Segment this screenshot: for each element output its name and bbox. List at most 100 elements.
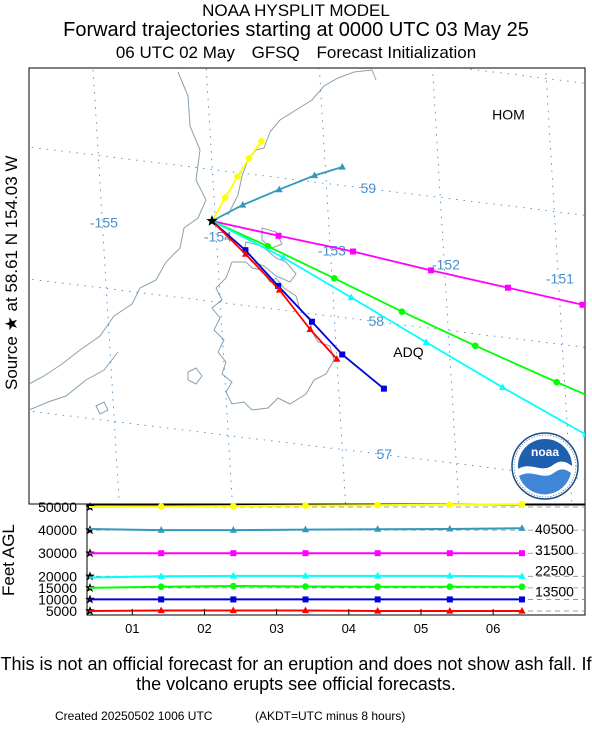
- height-point: [518, 524, 526, 531]
- trajectory-point: [279, 253, 287, 261]
- trajectory-point: [242, 250, 250, 257]
- height-point: [157, 526, 165, 533]
- trajectory-point: [308, 318, 315, 325]
- height-point: [158, 596, 165, 603]
- y-tick-label: 30000: [38, 545, 77, 561]
- y-tick-label: 10000: [38, 591, 77, 607]
- trajectory-point: [471, 342, 479, 350]
- y-axis-label: Feet AGL: [0, 524, 18, 596]
- x-tick-label: 06: [486, 621, 500, 636]
- height-series: [88, 500, 526, 614]
- right-height-labels: 40500 31500 22500 13500: [535, 521, 574, 599]
- height-point: [374, 571, 382, 579]
- trajectory-point: [333, 355, 341, 362]
- height-point: [374, 596, 381, 603]
- right-height-label: 31500: [535, 542, 574, 558]
- height-point: [230, 550, 237, 557]
- trajectory-point: [350, 248, 357, 255]
- height-point: [230, 582, 237, 590]
- height-point: [518, 583, 526, 591]
- latitude-label: 57: [377, 446, 393, 462]
- place-label: ADQ: [393, 344, 423, 360]
- right-height-label: 22500: [535, 563, 574, 579]
- y-tick-label: 50000: [38, 499, 77, 515]
- height-point: [229, 526, 237, 533]
- y-tick-label: 20000: [38, 568, 77, 584]
- source-label: Source ★ at 58.61 N 154.03 W: [2, 156, 21, 390]
- chart-subtitle: Forward trajectories starting at 0000 UT…: [63, 19, 529, 41]
- height-point: [519, 550, 525, 557]
- height-point: [518, 607, 526, 614]
- chart-title: NOAA HYSPLIT MODEL: [202, 1, 390, 20]
- height-point: [157, 572, 165, 579]
- right-height-label: 13500: [535, 583, 574, 599]
- run-time: 06 UTC 02 May: [115, 43, 235, 62]
- height-point: [158, 550, 165, 557]
- x-tick-label: 02: [197, 621, 211, 636]
- trajectory-point: [310, 171, 319, 179]
- x-tick-label: 03: [269, 621, 283, 636]
- init-label: Forecast Initialization: [316, 43, 477, 62]
- place-label: HOM: [492, 106, 525, 122]
- right-height-label: 40500: [535, 521, 574, 537]
- trajectory-point: [275, 282, 282, 289]
- trajectory-point: [275, 286, 284, 293]
- x-tick-label: 04: [342, 621, 356, 636]
- trajectory-point: [428, 267, 435, 274]
- trajectory-point: [306, 325, 314, 333]
- model-name: GFSQ: [251, 43, 300, 62]
- trajectory-point: [422, 338, 430, 345]
- height-point: [446, 583, 454, 591]
- height-point: [518, 500, 526, 508]
- height-point: [302, 550, 309, 557]
- trajectory-point: [582, 432, 585, 438]
- trajectory-point: [579, 301, 585, 308]
- longitude-label: -152: [432, 256, 460, 272]
- height-point: [519, 596, 525, 603]
- height-point: [302, 596, 309, 603]
- height-point: [518, 572, 526, 579]
- peninsula-inlet: [29, 351, 119, 411]
- height-point: [301, 525, 310, 533]
- height-point: [446, 550, 453, 557]
- height-point: [229, 606, 237, 614]
- trajectory-point: [330, 274, 338, 282]
- map-background: -156-155-154-153-152-151-150-149595857 H…: [29, 68, 585, 504]
- trajectory-point: [275, 185, 283, 193]
- y-tick-label: 40000: [38, 522, 77, 538]
- y-tick-label: 15000: [38, 580, 77, 596]
- trajectory-point: [504, 284, 511, 291]
- trajectory-line: [211, 220, 583, 306]
- trajectory-point: [258, 137, 265, 145]
- height-point: [230, 502, 237, 510]
- trajectory-point: [553, 378, 560, 386]
- height-point: [302, 502, 309, 509]
- small-island-2: [95, 401, 109, 415]
- place-labels: HOM ADQ: [393, 106, 525, 359]
- trajectory-point: [338, 163, 346, 170]
- longitude-label: -155: [90, 214, 118, 230]
- trajectory-point: [380, 385, 387, 392]
- height-point: [302, 583, 309, 590]
- trajectory-tracks: [206, 137, 585, 438]
- created-stamp: Created 20250502 1006 UTC: [55, 709, 213, 723]
- kenai-peninsula: [227, 69, 377, 216]
- source-star: [206, 215, 218, 226]
- trajectory-point: [222, 194, 229, 201]
- trajectory-point: [242, 247, 249, 254]
- height-point: [446, 607, 454, 614]
- time-axis-labels: 01 02 03 04 05 06: [125, 609, 500, 636]
- x-tick-label: 01: [125, 621, 139, 636]
- timezone-note: (AKDT=UTC minus 8 hours): [255, 709, 406, 723]
- trajectory-point: [245, 154, 253, 162]
- trajectory-point: [499, 383, 507, 390]
- height-point: [374, 550, 381, 557]
- noaa-logo: noaa: [511, 432, 579, 500]
- alaska-peninsula: [29, 71, 207, 385]
- height-point: [301, 571, 310, 579]
- trajectory-point: [234, 173, 241, 180]
- height-point: [374, 583, 381, 591]
- shuyak-island: [261, 227, 283, 249]
- longitude-label: -151: [546, 270, 574, 286]
